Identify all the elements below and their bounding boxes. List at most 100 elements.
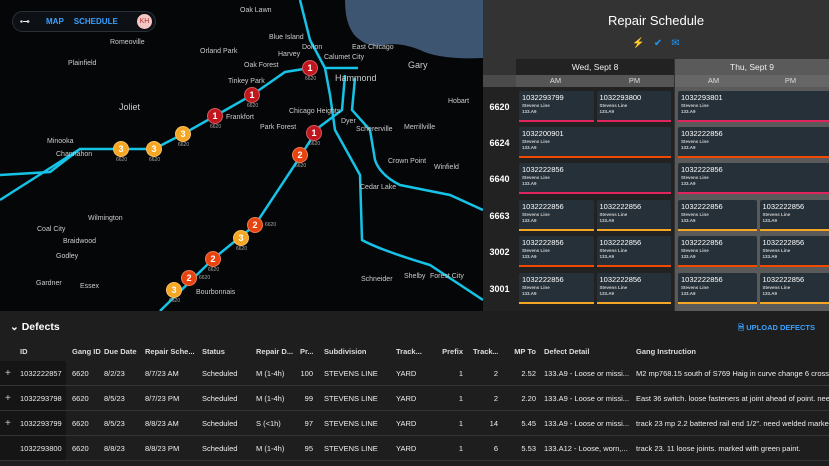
defect-marker[interactable]: 1 <box>244 87 260 103</box>
check-circle-icon[interactable]: ✔ <box>653 38 663 49</box>
city-label: Harvey <box>278 51 301 58</box>
schedule-card[interactable]: 1032222856 Stevens Line 133.A9 <box>678 163 829 194</box>
city-label: Gardner <box>36 280 62 287</box>
schedule-card[interactable]: 1032222856 Stevens Line 133.A9 <box>596 236 671 267</box>
priority-bar <box>678 120 829 122</box>
column-header[interactable]: Repair Sche... <box>145 347 195 356</box>
table-row[interactable]: +1032222857 6620 8/2/23 8/7/23 AM Scheduled M… <box>0 361 829 386</box>
city-label: Winfield <box>434 164 459 171</box>
defect-marker[interactable]: 2 <box>247 217 263 233</box>
column-header[interactable]: Track... <box>396 347 422 356</box>
schedule-card[interactable]: 1032222856 Stevens Line 133.A9 <box>759 200 829 231</box>
marker-gang-label: 6620 <box>265 222 277 228</box>
table-cell: 14 <box>489 419 498 428</box>
column-header[interactable]: Subdivision <box>324 347 367 356</box>
column-header[interactable]: Gang ID <box>72 347 101 356</box>
schedule-card[interactable]: 1032222856 Stevens Line 133.A9 <box>519 236 594 267</box>
table-cell: 1 <box>458 394 463 403</box>
table-cell: STEVENS LINE <box>324 369 378 378</box>
defect-marker[interactable]: 2 <box>205 251 221 267</box>
schedule-card[interactable]: 1032222856 Stevens Line 133.A9 <box>678 200 757 231</box>
expand-row-icon[interactable]: + <box>5 368 11 379</box>
defect-marker[interactable]: 2 <box>181 270 197 286</box>
table-cell: 6620 <box>72 394 89 403</box>
upload-defects-button[interactable]: 🗎 UPLOAD DEFECTS <box>738 322 815 335</box>
priority-bar <box>519 229 594 231</box>
table-cell: 100 <box>300 369 313 378</box>
city-label: Wilmington <box>88 215 123 222</box>
schedule-card[interactable]: 1032222856 Stevens Line 133.A9 <box>678 273 757 304</box>
mail-icon[interactable]: ✉ <box>671 38 680 49</box>
defect-marker[interactable]: 3 <box>146 141 162 157</box>
marker-gang-label: 6620 <box>295 163 307 169</box>
priority-bar <box>519 156 671 158</box>
city-label: Braidwood <box>63 238 97 245</box>
priority-bar <box>519 265 594 267</box>
city-label: Channahon <box>56 151 93 158</box>
card-line: Stevens Line <box>762 212 791 217</box>
column-header[interactable]: Repair D... <box>256 347 294 356</box>
column-header[interactable]: Prefix <box>442 347 463 356</box>
column-header[interactable]: Track... <box>473 347 498 356</box>
column-header[interactable]: Pr... <box>300 347 313 356</box>
table-cell: 6620 <box>72 444 89 453</box>
nav-schedule-link[interactable]: SCHEDULE <box>73 17 118 26</box>
schedule-card[interactable]: 1032293799 Stevens Line 133.A9 <box>519 91 594 122</box>
schedule-card[interactable]: 1032293801 Stevens Line 133.A9 <box>678 91 829 122</box>
city-label: Minooka <box>47 138 74 145</box>
schedule-card[interactable]: 1032222856 Stevens Line 133.A9 <box>519 200 594 231</box>
column-header[interactable]: Gang Instruction <box>636 347 696 356</box>
expand-row-icon[interactable]: + <box>5 418 11 429</box>
table-row[interactable]: +1032293799 6620 8/5/23 8/8/23 AM Scheduled S… <box>0 411 829 436</box>
lightning-icon[interactable]: ⚡ <box>632 38 645 49</box>
table-cell: 8/5/23 <box>104 419 125 428</box>
column-header[interactable]: Status <box>202 347 225 356</box>
column-header[interactable]: MP To <box>514 347 536 356</box>
defect-marker[interactable]: 3 <box>113 141 129 157</box>
defect-marker[interactable]: 1 <box>302 60 318 76</box>
schedule-card[interactable]: 1032222856 Stevens Line 133.A9 <box>596 273 671 304</box>
schedule-title: Repair Schedule <box>607 13 705 28</box>
schedule-card[interactable]: 1032222856 Stevens Line 133.A9 <box>678 127 829 158</box>
schedule-card[interactable]: 1032222856 Stevens Line 133.A9 <box>519 273 594 304</box>
schedule-card[interactable]: 1032222856 Stevens Line 133.A9 <box>519 163 671 194</box>
defect-marker[interactable]: 1 <box>306 125 322 141</box>
defect-marker[interactable]: 1 <box>207 108 223 124</box>
schedule-card[interactable]: 1032200901 Stevens Line 133.A9 <box>519 127 671 158</box>
table-cell: 1 <box>458 419 463 428</box>
defects-toggle[interactable]: ⌄ Defects <box>10 321 60 333</box>
card-code: 133.A9 <box>681 291 696 296</box>
schedule-card[interactable]: 1032222856 Stevens Line 133.A9 <box>759 273 829 304</box>
defect-marker[interactable]: 3 <box>233 230 249 246</box>
schedule-card[interactable]: 1032222856 Stevens Line 133.A9 <box>596 200 671 231</box>
card-line: Stevens Line <box>522 175 550 180</box>
city-label: Park Forest <box>260 124 297 131</box>
map[interactable]: Oak Lawn Romeoville Blue Island Orland Park… <box>0 0 483 311</box>
nav-map-link[interactable]: MAP <box>46 17 64 26</box>
avatar[interactable]: KH <box>137 14 152 29</box>
id-column-bg <box>0 361 66 385</box>
card-code: 133.A9 <box>681 109 696 114</box>
card-line: Stevens Line <box>599 103 628 108</box>
city-label: Tinkey Park <box>228 78 265 85</box>
card-line: Stevens Line <box>522 212 550 217</box>
table-row[interactable]: 1032293800 6620 8/8/23 8/8/23 PM Scheduled M … <box>0 436 829 461</box>
city-label: Shelby <box>404 273 426 280</box>
expand-row-icon[interactable]: + <box>5 393 11 404</box>
table-cell: East 36 switch. loose fasteners at joint… <box>636 394 829 403</box>
column-header[interactable]: Due Date <box>104 347 137 356</box>
city-label: Calumet City <box>324 54 365 61</box>
card-defect-id: 1032222856 <box>681 238 723 247</box>
column-header[interactable]: ID <box>20 347 28 356</box>
schedule-card[interactable]: 1032222856 Stevens Line 133.A9 <box>678 236 757 267</box>
table-cell: 2.52 <box>521 369 536 378</box>
schedule-card[interactable]: 1032222856 Stevens Line 133.A9 <box>759 236 829 267</box>
schedule-card[interactable]: 1032293800 Stevens Line 133.A9 <box>596 91 671 122</box>
defect-marker[interactable]: 3 <box>175 126 191 142</box>
defects-panel: ⌄ Defects 🗎 UPLOAD DEFECTS ID Gang ID Due … <box>0 311 829 466</box>
card-code: 133.A9 <box>762 291 778 296</box>
table-row[interactable]: +1032293798 6620 8/5/23 8/7/23 PM Scheduled M… <box>0 386 829 411</box>
column-header[interactable]: Defect Detail <box>544 347 590 356</box>
defect-marker[interactable]: 2 <box>292 147 308 163</box>
defect-marker[interactable]: 3 <box>166 282 182 298</box>
